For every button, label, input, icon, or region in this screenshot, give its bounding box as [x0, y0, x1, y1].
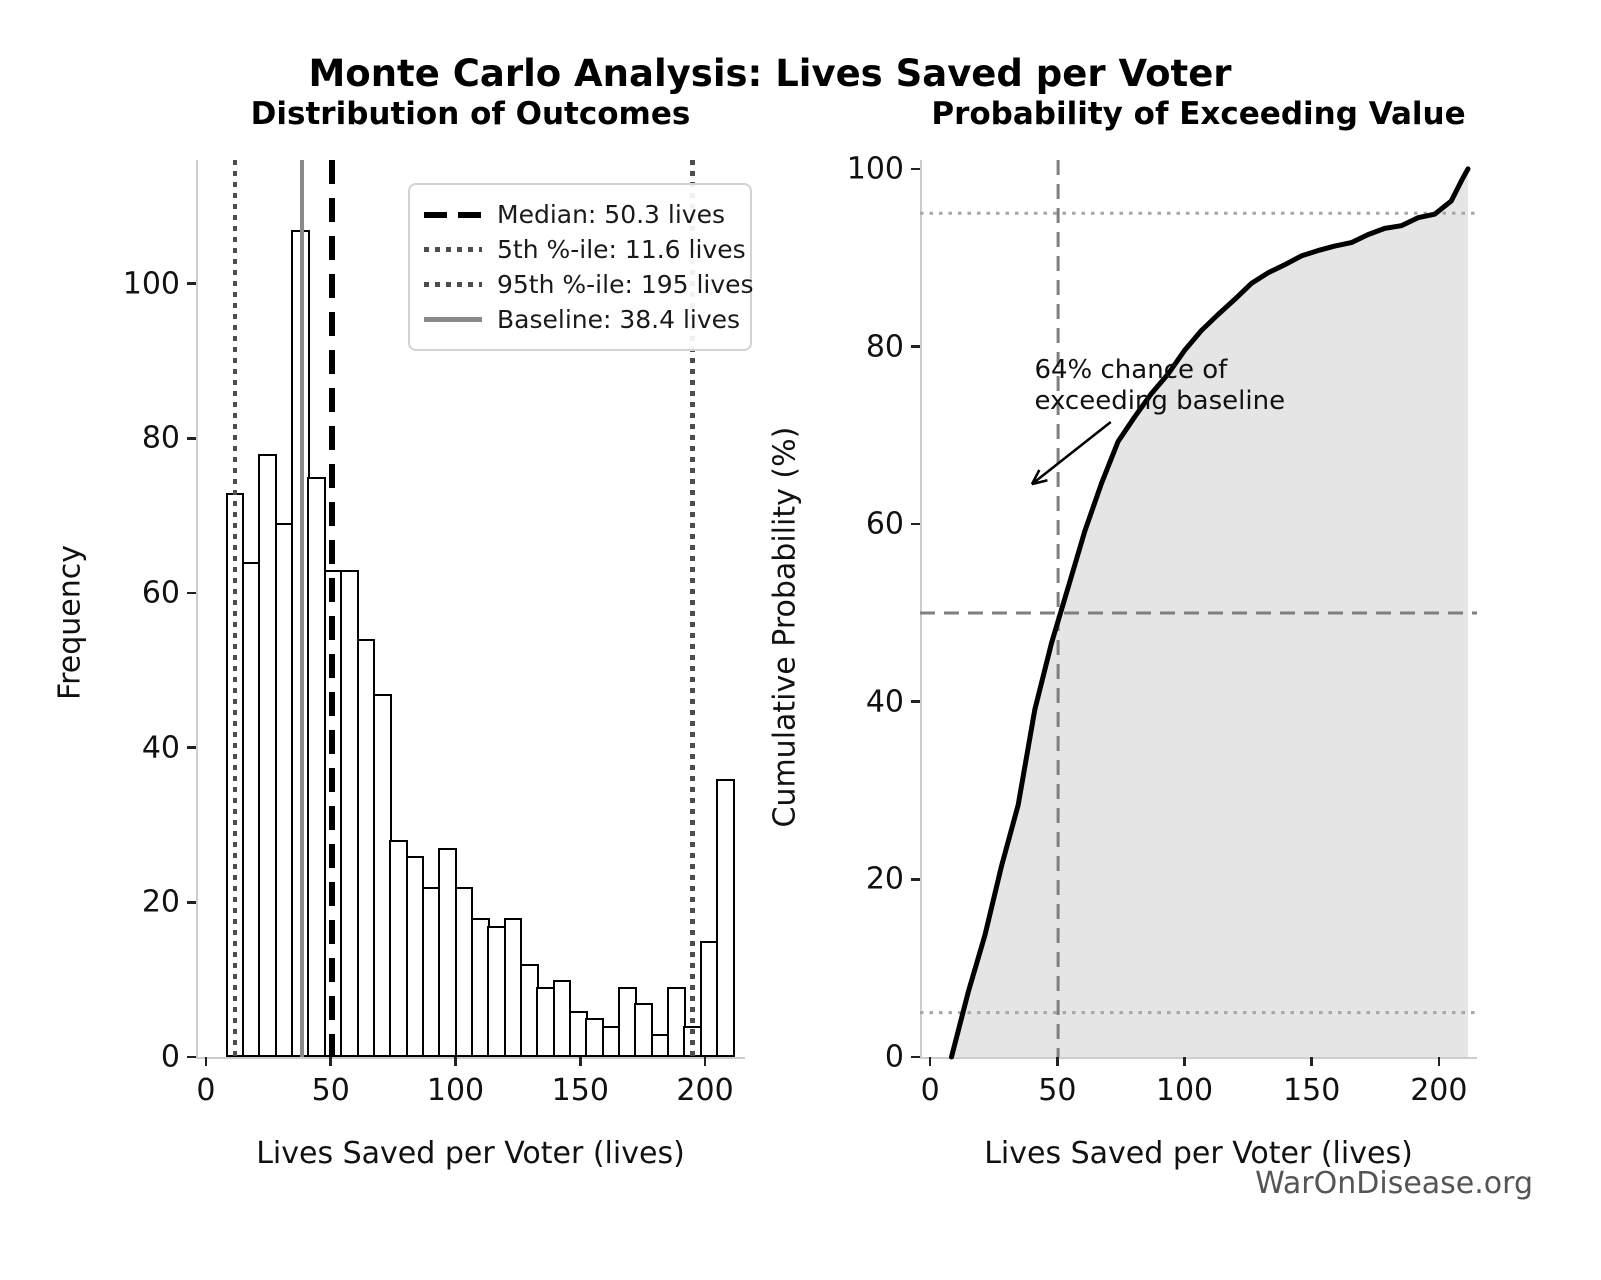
- x-tick-mark: [1310, 1057, 1313, 1066]
- x-tick-label: 100: [1155, 1073, 1214, 1108]
- x-tick-label: 200: [1410, 1073, 1468, 1108]
- legend-item-label: Baseline: 38.4 lives: [497, 305, 741, 334]
- y-tick-mark: [911, 1055, 920, 1059]
- y-tick-mark: [187, 746, 196, 749]
- x-tick-mark: [1056, 1057, 1059, 1066]
- x-tick-mark: [1437, 1057, 1441, 1066]
- ref-line-dotted: [690, 160, 695, 1057]
- x-tick-label: 150: [1283, 1073, 1341, 1108]
- y-tick-label: 80: [865, 329, 904, 364]
- y-tick-label: 40: [865, 684, 904, 720]
- annotation-arrowhead-0: [1030, 469, 1041, 485]
- y-tick-mark: [911, 522, 920, 526]
- x-tick-mark: [204, 1057, 208, 1066]
- y-tick-mark: [187, 591, 196, 595]
- x-tick-mark: [1183, 1057, 1186, 1066]
- y-tick-mark: [187, 282, 196, 286]
- cdf-annotation-line1: 64% chance of: [1034, 355, 1228, 386]
- ref-line-dashed: [328, 160, 335, 1057]
- y-tick-mark: [911, 878, 920, 881]
- cdf-axes: [911, 160, 1477, 1066]
- y-tick-label: 0: [884, 1039, 904, 1075]
- y-tick-label: 20: [865, 861, 904, 897]
- y-tick-label: 60: [865, 506, 904, 542]
- right-y-axis-label: Cumulative Probability (%): [767, 426, 803, 828]
- x-tick-label: 150: [551, 1073, 609, 1108]
- legend-line-sample-solid: [424, 317, 482, 322]
- histogram-bar: [716, 778, 735, 1057]
- main-title: Monte Carlo Analysis: Lives Saved per Vo…: [308, 52, 1232, 95]
- legend-item: Baseline: 38.4 lives: [424, 302, 740, 337]
- y-tick-mark: [911, 700, 920, 704]
- legend: Median: 50.3 lives 5th %-ile: 11.6 lives 9…: [408, 183, 754, 351]
- y-tick-label: 80: [141, 420, 180, 456]
- left-subplot-title: Distribution of Outcomes: [250, 96, 691, 132]
- left-y-axis-label: Frequency: [52, 545, 88, 700]
- right-y-spine: [920, 160, 922, 1057]
- cdf-plot: [920, 160, 1477, 1060]
- x-tick-mark: [579, 1057, 582, 1066]
- legend-line-sample-dotted: [424, 247, 482, 252]
- x-tick-label: 0: [920, 1073, 940, 1108]
- legend-item-label: Median: 50.3 lives: [497, 200, 726, 229]
- y-tick-label: 40: [141, 730, 180, 766]
- x-tick-mark: [703, 1057, 707, 1066]
- histogram-bar: [634, 1002, 654, 1057]
- ref-line-dotted: [232, 160, 238, 1057]
- x-tick-label: 50: [311, 1073, 350, 1108]
- x-tick-label: 0: [196, 1073, 216, 1108]
- x-tick-mark: [454, 1057, 457, 1066]
- right-subplot-title: Probability of Exceeding Value: [931, 96, 1466, 132]
- left-y-spine: [196, 160, 198, 1057]
- watermark: WarOnDisease.org: [1255, 1166, 1533, 1201]
- legend-line-sample-dotted: [424, 282, 482, 287]
- ref-line-solid: [299, 160, 305, 1057]
- annotation-arrow: [1031, 421, 1112, 486]
- y-tick-mark: [187, 901, 196, 904]
- legend-item-label: 95th %-ile: 195 lives: [497, 270, 754, 299]
- cdf-annotation: 64% chance of exceeding baseline: [1034, 355, 1285, 417]
- histogram-axes: [187, 160, 745, 1066]
- x-tick-label: 50: [1038, 1073, 1077, 1108]
- x-tick-label: 100: [426, 1073, 485, 1108]
- y-tick-mark: [911, 167, 920, 171]
- y-tick-label: 100: [122, 266, 180, 302]
- y-tick-mark: [187, 1055, 196, 1059]
- cdf-curve: [949, 166, 1471, 1060]
- legend-item: 95th %-ile: 195 lives: [424, 267, 754, 302]
- histogram-bar: [667, 987, 686, 1057]
- y-tick-mark: [187, 437, 196, 440]
- cdf-annotation-line2: exceeding baseline: [1034, 386, 1286, 417]
- annotation-arrowhead-1: [1031, 479, 1048, 486]
- y-tick-mark: [911, 345, 920, 348]
- right-x-spine: [920, 1057, 1477, 1059]
- legend-item: Median: 50.3 lives: [424, 197, 736, 232]
- legend-item-label: 5th %-ile: 11.6 lives: [497, 235, 746, 264]
- right-x-axis-label: Lives Saved per Voter (lives): [984, 1136, 1413, 1171]
- x-tick-mark: [329, 1057, 333, 1066]
- y-tick-label: 0: [160, 1039, 180, 1075]
- x-tick-mark: [928, 1057, 932, 1066]
- y-tick-label: 20: [141, 884, 180, 920]
- legend-line-sample-dashed: [424, 211, 482, 218]
- y-tick-label: 60: [141, 575, 180, 611]
- x-tick-label: 200: [676, 1073, 734, 1108]
- left-x-spine: [196, 1057, 745, 1059]
- left-x-axis-label: Lives Saved per Voter (lives): [256, 1136, 685, 1171]
- y-tick-label: 100: [846, 151, 904, 187]
- legend-item: 5th %-ile: 11.6 lives: [424, 232, 746, 267]
